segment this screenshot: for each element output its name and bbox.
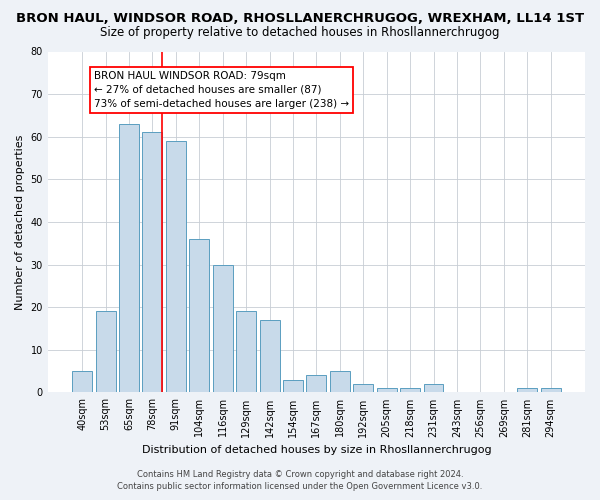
Bar xyxy=(541,388,560,392)
Bar xyxy=(236,312,256,392)
Bar xyxy=(283,380,303,392)
Text: BRON HAUL WINDSOR ROAD: 79sqm
← 27% of detached houses are smaller (87)
73% of s: BRON HAUL WINDSOR ROAD: 79sqm ← 27% of d… xyxy=(94,70,349,108)
Bar xyxy=(307,376,326,392)
Bar xyxy=(517,388,537,392)
Bar xyxy=(330,371,350,392)
Bar xyxy=(377,388,397,392)
Bar xyxy=(142,132,163,392)
Bar xyxy=(72,371,92,392)
Text: Size of property relative to detached houses in Rhosllannerchrugog: Size of property relative to detached ho… xyxy=(100,26,500,39)
X-axis label: Distribution of detached houses by size in Rhosllannerchrugog: Distribution of detached houses by size … xyxy=(142,445,491,455)
Bar xyxy=(424,384,443,392)
Bar xyxy=(95,312,116,392)
Bar xyxy=(166,141,186,393)
Bar xyxy=(119,124,139,392)
Bar xyxy=(213,264,233,392)
Bar xyxy=(190,239,209,392)
Text: BRON HAUL, WINDSOR ROAD, RHOSLLANERCHRUGOG, WREXHAM, LL14 1ST: BRON HAUL, WINDSOR ROAD, RHOSLLANERCHRUG… xyxy=(16,12,584,26)
Text: Contains HM Land Registry data © Crown copyright and database right 2024.
Contai: Contains HM Land Registry data © Crown c… xyxy=(118,470,482,491)
Bar xyxy=(400,388,420,392)
Bar xyxy=(260,320,280,392)
Y-axis label: Number of detached properties: Number of detached properties xyxy=(15,134,25,310)
Bar xyxy=(353,384,373,392)
